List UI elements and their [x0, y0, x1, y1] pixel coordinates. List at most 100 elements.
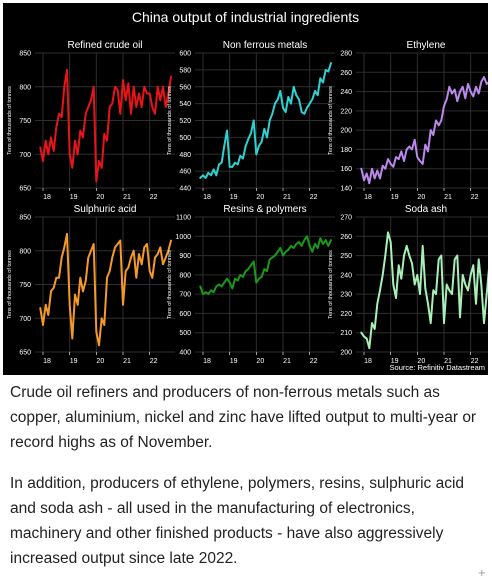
data-point — [223, 145, 226, 147]
data-point — [226, 129, 228, 132]
data-point — [204, 291, 207, 294]
data-point — [132, 250, 135, 252]
y-tick-label: 260 — [340, 70, 352, 77]
data-point — [397, 158, 400, 160]
data-point — [485, 293, 488, 295]
series-line — [39, 232, 172, 347]
data-point — [122, 79, 124, 81]
data-point — [84, 280, 87, 282]
series-line — [199, 235, 332, 296]
data-point — [242, 276, 244, 278]
data-point — [151, 106, 154, 108]
data-point — [250, 264, 252, 267]
data-point — [44, 140, 47, 142]
data-point — [244, 145, 247, 147]
series-line — [360, 76, 488, 185]
data-point — [42, 160, 44, 162]
data-point — [202, 293, 204, 295]
data-point — [276, 98, 279, 101]
data-point — [316, 247, 319, 249]
data-point — [47, 153, 50, 156]
data-point — [324, 239, 327, 241]
y-tick-label: 230 — [340, 292, 352, 299]
data-point — [167, 92, 170, 95]
x-tick-label: 19 — [230, 358, 238, 365]
data-point — [226, 277, 228, 280]
x-tick-label: 22 — [150, 194, 158, 201]
panel-title: Non ferrous metals — [223, 40, 307, 51]
data-point — [322, 81, 324, 84]
data-point — [435, 119, 437, 122]
data-point — [66, 233, 68, 235]
y-tick-label: 400 — [179, 350, 191, 357]
data-point — [316, 94, 319, 96]
data-point — [90, 99, 92, 102]
data-point — [459, 90, 461, 93]
data-point — [162, 86, 164, 88]
data-point — [76, 304, 79, 306]
data-point — [167, 250, 170, 252]
data-point — [292, 247, 295, 249]
panel-title: Ethylene — [407, 40, 446, 51]
data-point — [282, 254, 284, 257]
data-point — [84, 113, 87, 115]
data-point — [234, 161, 236, 164]
data-point — [74, 140, 76, 142]
x-tick-label: 21 — [444, 358, 452, 365]
data-point — [327, 245, 330, 247]
data-point — [90, 250, 92, 252]
panel-title: Sulphuric acid — [74, 204, 137, 215]
corner-mark: + — [477, 568, 486, 579]
data-point — [480, 283, 483, 286]
panel-0: Refined crude oil 650 700 750 800 850 18 19 20 21… — [7, 40, 175, 201]
data-point — [376, 303, 379, 305]
data-point — [437, 124, 440, 127]
data-point — [204, 177, 207, 179]
data-point — [79, 277, 82, 279]
data-point — [295, 243, 298, 245]
x-tick-label: 20 — [256, 358, 264, 365]
data-point — [148, 92, 151, 95]
x-tick-label: 21 — [283, 194, 291, 201]
data-point — [368, 347, 371, 349]
data-point — [231, 166, 234, 168]
data-point — [138, 92, 140, 95]
data-point — [319, 237, 322, 239]
data-point — [306, 107, 308, 109]
data-point — [132, 86, 135, 88]
data-point — [263, 268, 266, 270]
data-point — [387, 231, 389, 234]
data-point — [411, 148, 413, 151]
data-point — [279, 247, 282, 249]
data-point — [464, 283, 467, 286]
x-tick-label: 18 — [364, 194, 372, 201]
data-point — [164, 106, 167, 108]
data-point — [295, 94, 298, 96]
data-point — [271, 113, 274, 115]
x-tick-label: 22 — [310, 194, 318, 201]
data-point — [445, 283, 448, 286]
data-point — [287, 96, 290, 98]
data-point — [154, 256, 156, 259]
data-point — [108, 270, 111, 272]
data-point — [156, 86, 159, 88]
data-point — [400, 150, 403, 153]
data-point — [448, 86, 451, 88]
data-point — [306, 235, 308, 238]
data-point — [427, 303, 429, 305]
y-tick-label: 240 — [340, 272, 352, 279]
data-point — [421, 163, 424, 165]
data-point — [456, 254, 459, 257]
data-point — [146, 243, 148, 245]
data-point — [322, 243, 324, 245]
data-point — [413, 283, 416, 286]
data-point — [95, 331, 98, 333]
data-point — [445, 98, 448, 101]
y-axis-label: Tens of thousands of tonnes — [167, 250, 173, 319]
data-point — [467, 83, 469, 85]
data-point — [298, 98, 300, 101]
y-tick-label: 200 — [340, 350, 352, 357]
data-point — [397, 264, 400, 267]
data-point — [50, 136, 52, 139]
data-point — [405, 148, 408, 151]
